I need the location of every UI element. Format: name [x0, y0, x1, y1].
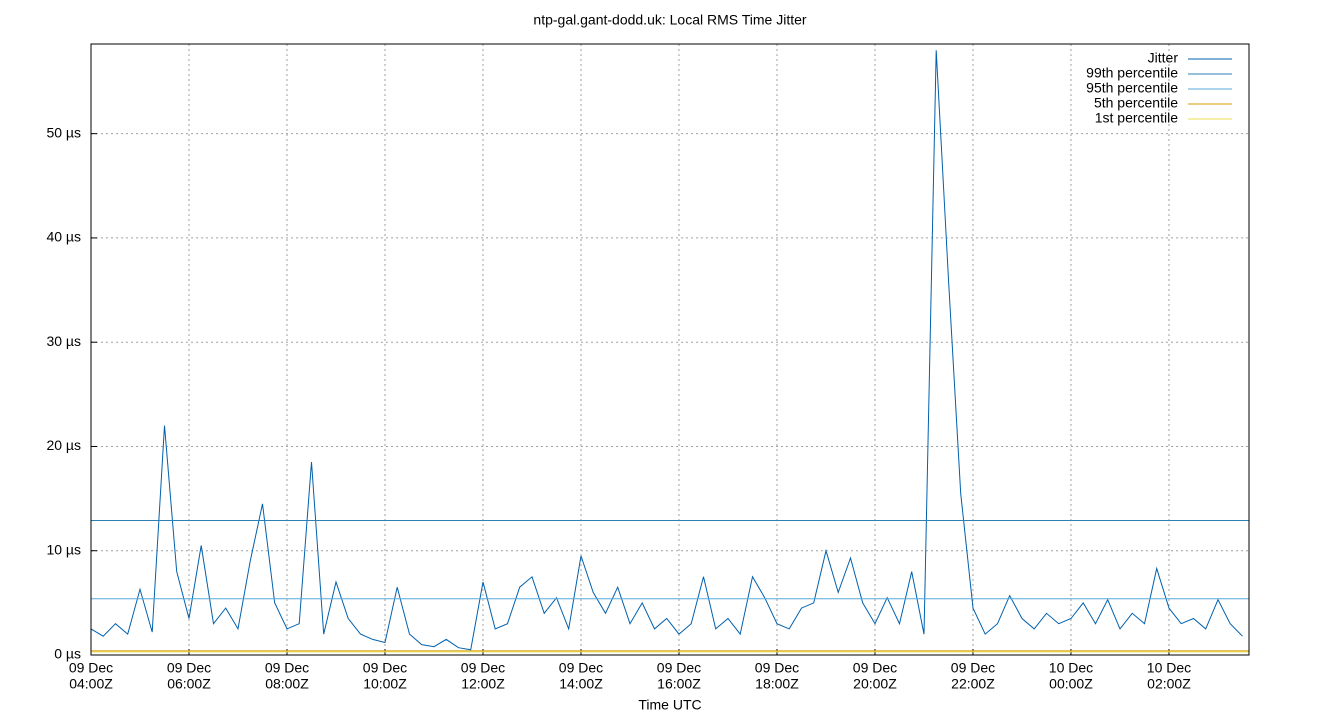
x-tick-label: 09 Dec	[853, 660, 897, 676]
x-axis-label: Time UTC	[638, 697, 701, 713]
plot-border	[90, 43, 1250, 656]
x-tick-label: 09 Dec	[559, 660, 603, 676]
legend-label: 99th percentile	[1086, 65, 1178, 81]
x-tick-label: 00:00Z	[1049, 676, 1093, 692]
x-tick-label: 14:00Z	[559, 676, 603, 692]
x-tick-label: 04:00Z	[69, 676, 113, 692]
legend-label: 5th percentile	[1094, 95, 1178, 111]
jitter-line	[90, 50, 1243, 651]
x-tick-label: 20:00Z	[853, 676, 897, 692]
x-tick-label: 12:00Z	[461, 676, 505, 692]
legend-label: 1st percentile	[1095, 110, 1178, 126]
x-tick-label: 18:00Z	[755, 676, 799, 692]
x-tick-label: 09 Dec	[363, 660, 407, 676]
x-tick-label: 06:00Z	[167, 676, 211, 692]
y-tick-label: 30 µs	[46, 333, 81, 349]
x-tick-label: 09 Dec	[167, 660, 211, 676]
y-tick-label: 50 µs	[46, 124, 81, 140]
x-tick-label: 10:00Z	[363, 676, 407, 692]
x-tick-label: 09 Dec	[461, 660, 505, 676]
x-tick-label: 22:00Z	[951, 676, 995, 692]
x-tick-label: 08:00Z	[265, 676, 309, 692]
x-tick-label: 02:00Z	[1147, 676, 1191, 692]
x-tick-label: 09 Dec	[265, 660, 309, 676]
y-tick-label: 40 µs	[46, 229, 81, 245]
x-tick-label: 09 Dec	[657, 660, 701, 676]
legend-label: 95th percentile	[1086, 80, 1178, 96]
x-tick-label: 16:00Z	[657, 676, 701, 692]
y-tick-label: 20 µs	[46, 437, 81, 453]
x-tick-label: 09 Dec	[951, 660, 995, 676]
legend-label: Jitter	[1148, 50, 1179, 66]
x-tick-label: 10 Dec	[1049, 660, 1093, 676]
y-tick-label: 10 µs	[46, 541, 81, 557]
chart-title: ntp-gal.gant-dodd.uk: Local RMS Time Jit…	[533, 12, 806, 28]
y-tick-label: 0 µs	[54, 646, 81, 662]
x-tick-label: 09 Dec	[69, 660, 113, 676]
x-tick-label: 09 Dec	[755, 660, 799, 676]
x-tick-label: 10 Dec	[1147, 660, 1191, 676]
